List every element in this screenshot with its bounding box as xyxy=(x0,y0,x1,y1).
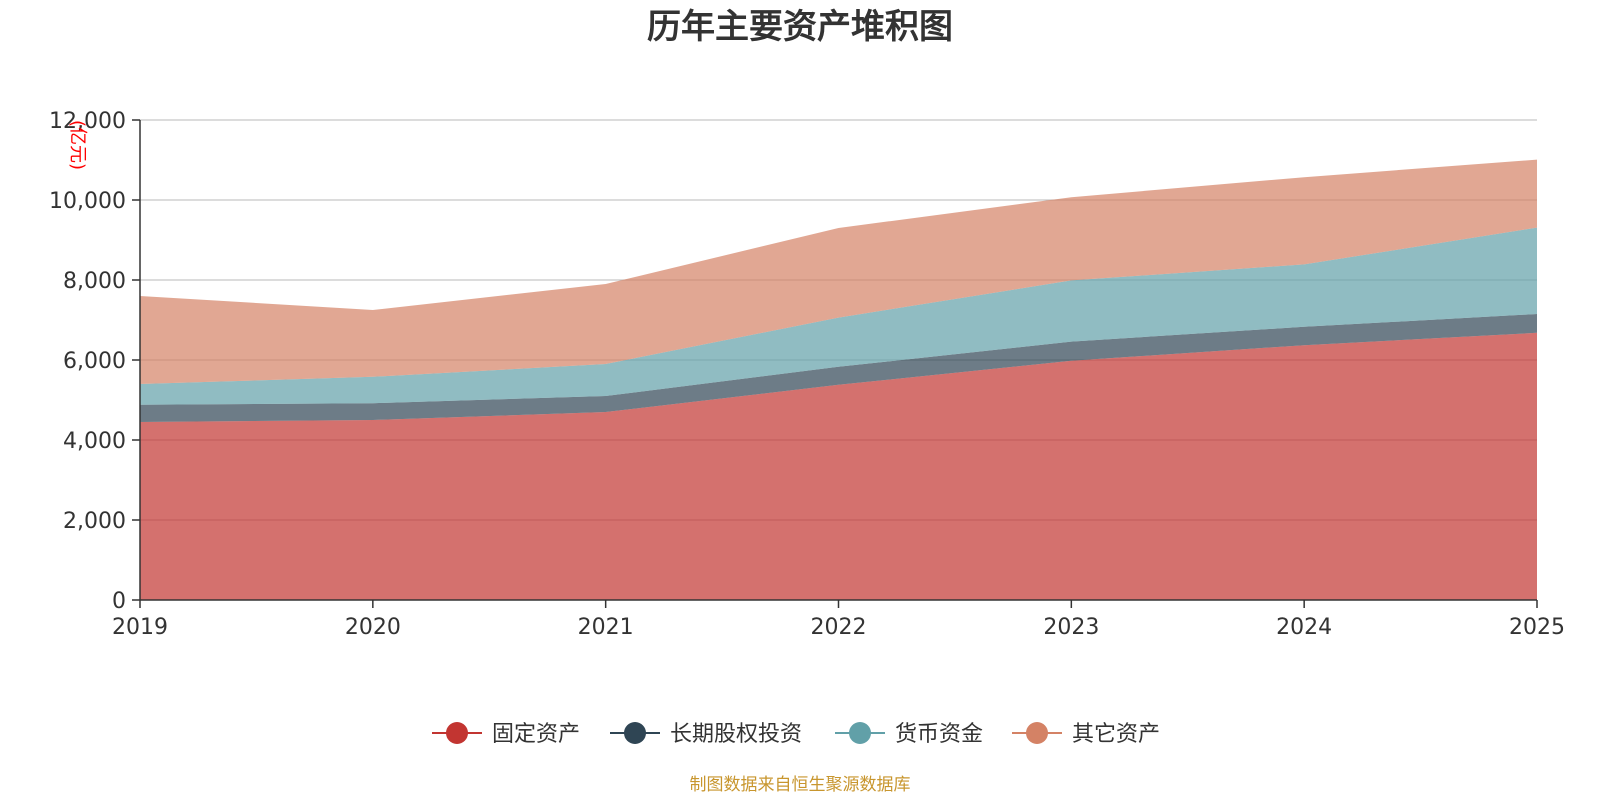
legend-label: 货币资金 xyxy=(895,722,983,747)
area-series-1 xyxy=(140,332,1537,600)
legend-item-3: 货币资金 xyxy=(835,722,983,747)
source-note: 制图数据来自恒生聚源数据库 xyxy=(690,775,911,795)
area-series-3 xyxy=(140,227,1537,405)
legend-marker xyxy=(624,722,646,744)
legend: 固定资产 长期股权投资 货币资金 其它资产 xyxy=(432,722,1160,747)
x-tick-label: 2019 xyxy=(112,615,168,640)
y-tick-label: 6,000 xyxy=(63,349,126,374)
y-tick-label: 4,000 xyxy=(63,429,126,454)
legend-label: 其它资产 xyxy=(1072,722,1160,747)
x-tick-label: 2022 xyxy=(811,615,867,640)
legend-marker xyxy=(849,722,871,744)
x-tick-label: 2021 xyxy=(578,615,634,640)
x-tick-label: 2023 xyxy=(1043,615,1099,640)
legend-item-1: 固定资产 xyxy=(432,722,580,747)
x-tick-label: 2025 xyxy=(1509,615,1565,640)
axes: 0 2,000 4,000 6,000 8,000 10,000 12,000 2019 202… xyxy=(49,109,1565,640)
legend-marker xyxy=(446,722,468,744)
area-series-4 xyxy=(140,159,1537,384)
y-tick-label: 2,000 xyxy=(63,509,126,534)
y-tick-label: 0 xyxy=(112,589,126,614)
area-series xyxy=(140,159,1537,600)
legend-label: 长期股权投资 xyxy=(670,722,802,747)
y-axis-unit-label: (亿元) xyxy=(67,120,88,170)
x-tick-label: 2024 xyxy=(1276,615,1332,640)
y-tick-label: 8,000 xyxy=(63,269,126,294)
chart-title: 历年主要资产堆积图 xyxy=(647,7,953,47)
area-series-2 xyxy=(140,314,1537,422)
legend-marker xyxy=(1026,722,1048,744)
y-tick-label: 12,000 xyxy=(49,109,126,134)
legend-item-4: 其它资产 xyxy=(1012,722,1160,747)
legend-label: 固定资产 xyxy=(492,722,580,747)
legend-item-2: 长期股权投资 xyxy=(610,722,802,747)
x-tick-label: 2020 xyxy=(345,615,401,640)
y-tick-label: 10,000 xyxy=(49,189,126,214)
